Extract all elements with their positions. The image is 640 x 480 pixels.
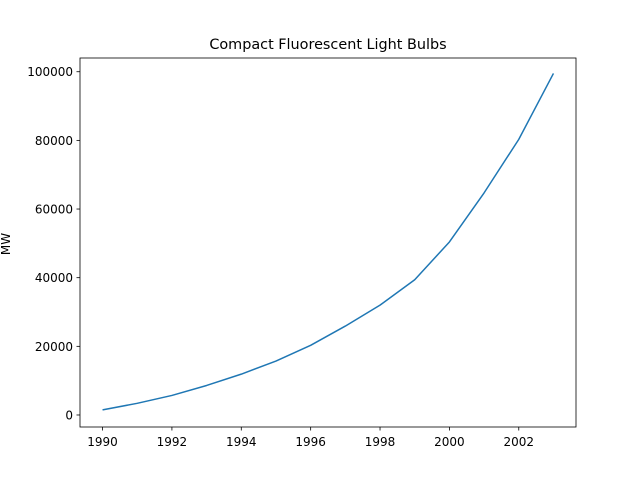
x-tick-label: 1994 bbox=[226, 435, 257, 449]
x-tick-label: 1996 bbox=[295, 435, 326, 449]
x-tick-label: 2002 bbox=[503, 435, 534, 449]
axis-ticks: 1990 1992 1994 1996 1998 2000 2002 0 20000 40000 6… bbox=[27, 65, 534, 449]
x-tick-label: 1992 bbox=[157, 435, 188, 449]
plot-frame bbox=[79, 57, 577, 428]
x-tick-label: 1990 bbox=[87, 435, 118, 449]
y-tick-label: 80000 bbox=[35, 134, 73, 148]
y-tick-label: 0 bbox=[65, 408, 73, 422]
y-tick-label: 20000 bbox=[35, 340, 73, 354]
x-tick-label: 2000 bbox=[434, 435, 465, 449]
y-axis-label: MW bbox=[0, 233, 13, 255]
y-tick-label: 60000 bbox=[35, 203, 73, 217]
x-tick-label: 1998 bbox=[365, 435, 396, 449]
y-tick-label: 100000 bbox=[27, 65, 73, 79]
series-line bbox=[102, 73, 555, 411]
series-group bbox=[102, 73, 555, 411]
y-tick-label: 40000 bbox=[35, 271, 73, 285]
chart-title: Compact Fluorescent Light Bulbs bbox=[209, 37, 446, 53]
